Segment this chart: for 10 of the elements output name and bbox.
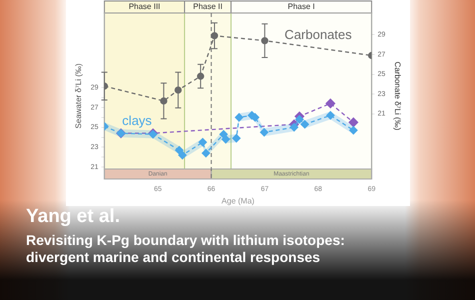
text: Revisiting K-Pg boundary with lithium isotopes: divergent marine and continental responses <box>26 232 346 266</box>
x-axis-title: Age (Ma) <box>222 196 255 206</box>
y-axis-title: Seawater δ⁷Li (‰) <box>74 63 84 129</box>
series-label: Carbonates <box>284 27 352 42</box>
y2-axis-title: Carbonate δ⁷Li (‰) <box>392 62 402 131</box>
band-label: Phase I <box>288 2 315 12</box>
series-label: clays <box>122 112 152 128</box>
band-label: Phase III <box>128 2 160 12</box>
band-label: Phase II <box>193 2 222 12</box>
text: Yang et al. <box>26 206 120 228</box>
